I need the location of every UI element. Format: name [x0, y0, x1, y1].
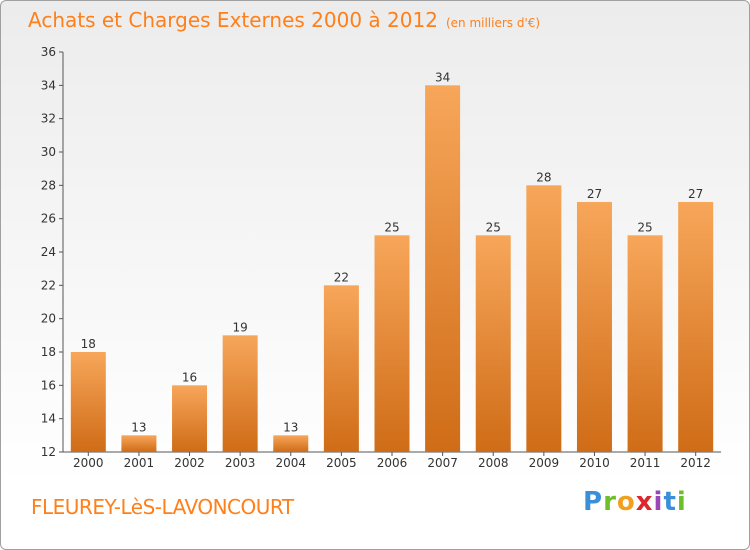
y-tick-label: 32	[41, 112, 56, 126]
bar	[526, 185, 561, 452]
proxiti-logo[interactable]: Proxiti	[583, 487, 687, 517]
x-tick-label: 2010	[579, 456, 610, 470]
bar	[273, 435, 308, 452]
chart-frame: Achats et Charges Externes 2000 à 2012 (e…	[0, 0, 750, 550]
bar	[71, 352, 106, 452]
y-tick-label: 20	[41, 312, 56, 326]
y-tick-label: 16	[41, 378, 56, 392]
logo-letter: P	[583, 487, 603, 517]
y-tick-label: 14	[41, 412, 56, 426]
x-tick-label: 2009	[529, 456, 560, 470]
x-tick-label: 2000	[73, 456, 104, 470]
y-tick-label: 36	[41, 45, 56, 59]
x-tick-label: 2005	[326, 456, 357, 470]
data-label: 25	[486, 220, 501, 234]
y-tick-label: 18	[41, 345, 56, 359]
data-label: 27	[587, 187, 602, 201]
y-tick-label: 12	[41, 445, 56, 459]
data-label: 13	[283, 420, 298, 434]
bar	[223, 335, 258, 452]
bar	[172, 385, 207, 452]
logo-letter: i	[677, 487, 687, 517]
data-label: 28	[536, 170, 551, 184]
bar	[425, 85, 460, 452]
x-tick-label: 2006	[377, 456, 408, 470]
logo-letter: i	[654, 487, 664, 517]
data-label: 25	[637, 220, 652, 234]
data-label: 34	[435, 70, 450, 84]
x-tick-label: 2012	[680, 456, 711, 470]
x-tick-label: 2011	[630, 456, 661, 470]
x-tick-label: 2008	[478, 456, 509, 470]
y-tick-label: 22	[41, 278, 56, 292]
y-tick-label: 26	[41, 212, 56, 226]
data-label: 25	[384, 220, 399, 234]
y-tick-label: 34	[41, 78, 56, 92]
data-label: 27	[688, 187, 703, 201]
bar	[121, 435, 156, 452]
x-tick-label: 2004	[275, 456, 306, 470]
x-tick-label: 2003	[225, 456, 256, 470]
bar	[476, 235, 511, 452]
bar	[628, 235, 663, 452]
y-tick-label: 24	[41, 245, 56, 259]
data-label: 13	[131, 420, 146, 434]
x-tick-label: 2007	[427, 456, 458, 470]
logo-letter: r	[603, 487, 617, 517]
x-tick-label: 2001	[124, 456, 155, 470]
bar-chart: 12 14 16 18 20 22 24 26 28 30 32 34 36 2000 18 2001 13 2…	[1, 1, 750, 550]
y-tick-label: 28	[41, 178, 56, 192]
logo-letter: x	[636, 487, 654, 517]
bar	[375, 235, 410, 452]
data-label: 16	[182, 370, 197, 384]
bar	[577, 202, 612, 452]
bar	[324, 285, 359, 452]
logo-letter: t	[663, 487, 676, 517]
bar	[678, 202, 713, 452]
data-label: 18	[81, 337, 96, 351]
x-tick-label: 2002	[174, 456, 205, 470]
y-tick-label: 30	[41, 145, 56, 159]
logo-letter: o	[617, 487, 636, 517]
data-label: 19	[233, 320, 248, 334]
data-label: 22	[334, 270, 349, 284]
commune-name: FLEUREY-LèS-LAVONCOURT	[31, 495, 294, 519]
